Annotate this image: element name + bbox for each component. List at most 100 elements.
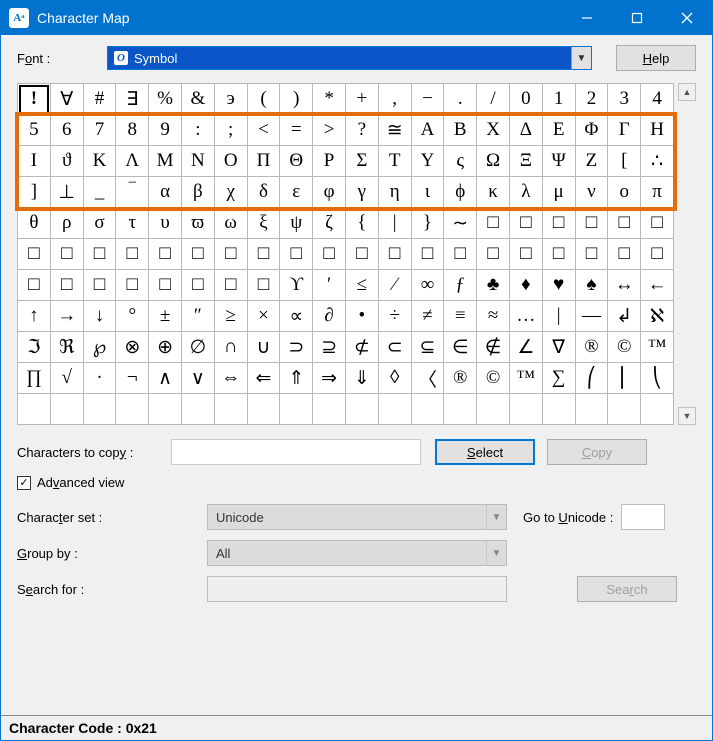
character-cell[interactable]: [247, 394, 280, 425]
character-cell[interactable]: τ: [116, 208, 149, 239]
character-cell[interactable]: ⊕: [149, 332, 182, 363]
character-cell[interactable]: [18, 394, 51, 425]
character-cell[interactable]: □: [608, 208, 641, 239]
character-cell[interactable]: δ: [247, 177, 280, 208]
character-cell[interactable]: □: [116, 239, 149, 270]
character-cell[interactable]: Λ: [116, 146, 149, 177]
character-cell[interactable]: ↓: [83, 301, 116, 332]
character-cell[interactable]: □: [247, 270, 280, 301]
character-cell[interactable]: ≈: [477, 301, 510, 332]
character-cell[interactable]: ∼: [444, 208, 477, 239]
character-cell[interactable]: Η: [641, 115, 674, 146]
character-cell[interactable]: ♥: [542, 270, 575, 301]
character-cell[interactable]: ⎛: [575, 363, 608, 394]
character-cell[interactable]: ]: [18, 177, 51, 208]
character-cell[interactable]: ρ: [50, 208, 83, 239]
character-cell[interactable]: •: [345, 301, 378, 332]
copy-button[interactable]: Copy: [547, 439, 647, 465]
character-cell[interactable]: □: [411, 239, 444, 270]
character-cell[interactable]: [214, 394, 247, 425]
character-cell[interactable]: ⊃: [280, 332, 313, 363]
character-cell[interactable]: β: [181, 177, 214, 208]
character-cell[interactable]: }: [411, 208, 444, 239]
character-cell[interactable]: 9: [149, 115, 182, 146]
character-cell[interactable]: Ρ: [313, 146, 346, 177]
character-cell[interactable]: □: [214, 270, 247, 301]
character-cell[interactable]: ⇐: [247, 363, 280, 394]
character-cell[interactable]: ξ: [247, 208, 280, 239]
character-cell[interactable]: {: [345, 208, 378, 239]
character-cell[interactable]: 〈: [411, 363, 444, 394]
character-cell[interactable]: —: [575, 301, 608, 332]
character-cell[interactable]: □: [477, 208, 510, 239]
scroll-track[interactable]: [678, 101, 696, 407]
character-cell[interactable]: θ: [18, 208, 51, 239]
character-cell[interactable]: [: [608, 146, 641, 177]
font-dropdown[interactable]: O Symbol ▼: [107, 46, 592, 70]
character-cell[interactable]: Ε: [542, 115, 575, 146]
character-cell[interactable]: Α: [411, 115, 444, 146]
character-cell[interactable]: □: [280, 239, 313, 270]
character-cell[interactable]: Χ: [477, 115, 510, 146]
character-cell[interactable]: ∞: [411, 270, 444, 301]
maximize-button[interactable]: [612, 1, 662, 35]
character-cell[interactable]: Π: [247, 146, 280, 177]
character-cell[interactable]: <: [247, 115, 280, 146]
character-cell[interactable]: ω: [214, 208, 247, 239]
character-cell[interactable]: ϕ: [444, 177, 477, 208]
character-cell[interactable]: α: [149, 177, 182, 208]
character-cell[interactable]: χ: [214, 177, 247, 208]
character-cell[interactable]: ∏: [18, 363, 51, 394]
goto-unicode-input[interactable]: [621, 504, 665, 530]
character-cell[interactable]: %: [149, 84, 182, 115]
character-cell[interactable]: ″: [181, 301, 214, 332]
character-cell[interactable]: ⊆: [411, 332, 444, 363]
close-button[interactable]: [662, 1, 712, 35]
character-cell[interactable]: μ: [542, 177, 575, 208]
character-cell[interactable]: #: [83, 84, 116, 115]
character-cell[interactable]: □: [313, 239, 346, 270]
character-cell[interactable]: ⊄: [345, 332, 378, 363]
character-cell[interactable]: ⊂: [378, 332, 411, 363]
character-cell[interactable]: [411, 394, 444, 425]
character-cell[interactable]: ⎜: [608, 363, 641, 394]
character-cell[interactable]: ς: [444, 146, 477, 177]
character-cell[interactable]: ©: [608, 332, 641, 363]
character-cell[interactable]: ∂: [313, 301, 346, 332]
character-cell[interactable]: °: [116, 301, 149, 332]
character-cell[interactable]: ∨: [181, 363, 214, 394]
character-cell[interactable]: □: [542, 239, 575, 270]
character-cell[interactable]: ⁄: [378, 270, 411, 301]
character-cell[interactable]: 5: [18, 115, 51, 146]
character-cell[interactable]: :: [181, 115, 214, 146]
character-cell[interactable]: □: [50, 270, 83, 301]
character-cell[interactable]: ™: [509, 363, 542, 394]
character-cell[interactable]: ο: [608, 177, 641, 208]
character-cell[interactable]: &: [181, 84, 214, 115]
character-cell[interactable]: [608, 394, 641, 425]
character-cell[interactable]: □: [608, 239, 641, 270]
character-cell[interactable]: □: [181, 239, 214, 270]
character-cell[interactable]: □: [18, 239, 51, 270]
character-cell[interactable]: →: [50, 301, 83, 332]
character-cell[interactable]: [509, 394, 542, 425]
character-cell[interactable]: □: [345, 239, 378, 270]
character-cell[interactable]: 7: [83, 115, 116, 146]
character-cell[interactable]: [313, 394, 346, 425]
character-cell[interactable]: Μ: [149, 146, 182, 177]
character-cell[interactable]: √: [50, 363, 83, 394]
character-cell[interactable]: ⇓: [345, 363, 378, 394]
character-cell[interactable]: □: [378, 239, 411, 270]
search-input[interactable]: [207, 576, 507, 602]
character-cell[interactable]: ↔: [608, 270, 641, 301]
character-cell[interactable]: Τ: [378, 146, 411, 177]
character-cell[interactable]: ℑ: [18, 332, 51, 363]
scroll-down-icon[interactable]: ▼: [678, 407, 696, 425]
character-cell[interactable]: ↲: [608, 301, 641, 332]
character-cell[interactable]: ℜ: [50, 332, 83, 363]
character-cell[interactable]: ©: [477, 363, 510, 394]
character-cell[interactable]: Ξ: [509, 146, 542, 177]
character-cell[interactable]: !: [18, 84, 51, 115]
character-cell[interactable]: ♦: [509, 270, 542, 301]
character-cell[interactable]: ∉: [477, 332, 510, 363]
